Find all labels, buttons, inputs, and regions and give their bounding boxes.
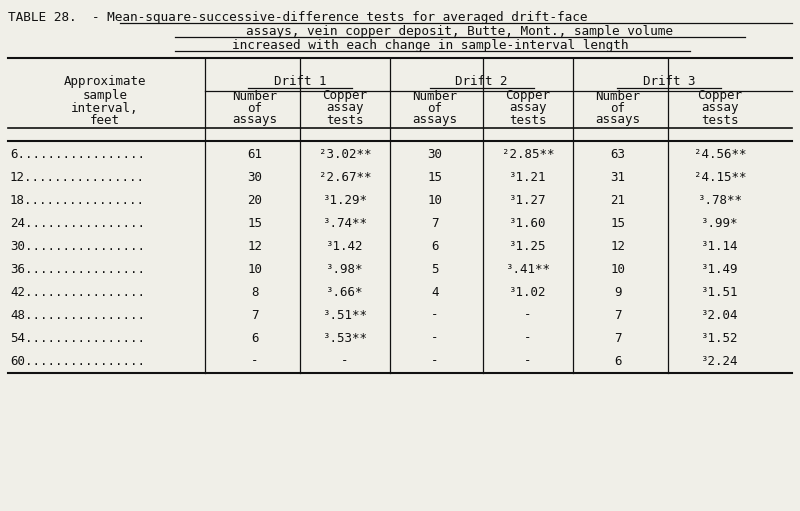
Text: 10: 10	[247, 263, 262, 275]
Text: interval,: interval,	[71, 102, 138, 114]
Text: Drift 2: Drift 2	[455, 75, 508, 87]
Text: 6: 6	[614, 355, 622, 367]
Text: 21: 21	[610, 194, 626, 206]
Text: 42................: 42................	[10, 286, 145, 298]
Text: assays, vein copper deposit, Butte, Mont., sample volume: assays, vein copper deposit, Butte, Mont…	[246, 25, 674, 37]
Text: ³.99*: ³.99*	[702, 217, 738, 229]
Text: ²2.85**: ²2.85**	[502, 148, 554, 160]
Text: 12: 12	[247, 240, 262, 252]
Text: assays: assays	[413, 113, 458, 127]
Text: Number: Number	[595, 89, 641, 103]
Text: ³1.49: ³1.49	[702, 263, 738, 275]
Text: sample: sample	[82, 89, 127, 103]
Text: 60................: 60................	[10, 355, 145, 367]
Text: ³1.60: ³1.60	[510, 217, 546, 229]
Text: assay: assay	[702, 102, 738, 114]
Text: ³1.29*: ³1.29*	[322, 194, 367, 206]
Text: Drift 1: Drift 1	[274, 75, 326, 87]
Text: 5: 5	[431, 263, 438, 275]
Text: 30................: 30................	[10, 240, 145, 252]
Text: ³.78**: ³.78**	[698, 194, 742, 206]
Text: of: of	[610, 102, 626, 114]
Text: ³1.21: ³1.21	[510, 171, 546, 183]
Text: 15: 15	[427, 171, 442, 183]
Text: tests: tests	[510, 113, 546, 127]
Text: Copper: Copper	[698, 89, 742, 103]
Text: 10: 10	[427, 194, 442, 206]
Text: Approximate: Approximate	[64, 75, 146, 87]
Text: 36................: 36................	[10, 263, 145, 275]
Text: of: of	[427, 102, 442, 114]
Text: 12................: 12................	[10, 171, 145, 183]
Text: 9: 9	[614, 286, 622, 298]
Text: -: -	[524, 332, 532, 344]
Text: -: -	[431, 355, 438, 367]
Text: ³1.51: ³1.51	[702, 286, 738, 298]
Text: 7: 7	[614, 332, 622, 344]
Text: Copper: Copper	[506, 89, 550, 103]
Text: ²2.67**: ²2.67**	[318, 171, 371, 183]
Text: assay: assay	[326, 102, 364, 114]
Text: -: -	[524, 355, 532, 367]
Text: 48................: 48................	[10, 309, 145, 321]
Text: increased with each change in sample-interval length: increased with each change in sample-int…	[232, 38, 628, 52]
Text: ³.53**: ³.53**	[322, 332, 367, 344]
Text: tests: tests	[702, 113, 738, 127]
Text: assays: assays	[595, 113, 641, 127]
Text: ²4.15**: ²4.15**	[694, 171, 746, 183]
Text: ³.74**: ³.74**	[322, 217, 367, 229]
Text: ³1.27: ³1.27	[510, 194, 546, 206]
Text: ³1.14: ³1.14	[702, 240, 738, 252]
Text: ³1.42: ³1.42	[326, 240, 364, 252]
Text: ³2.24: ³2.24	[702, 355, 738, 367]
Text: -: -	[524, 309, 532, 321]
Text: tests: tests	[326, 113, 364, 127]
Text: 30: 30	[247, 171, 262, 183]
Text: 7: 7	[251, 309, 258, 321]
Text: 6.................: 6.................	[10, 148, 145, 160]
Text: -: -	[251, 355, 258, 367]
Text: 61: 61	[247, 148, 262, 160]
Text: 31: 31	[610, 171, 626, 183]
Text: 10: 10	[610, 263, 626, 275]
Text: 15: 15	[610, 217, 626, 229]
Text: 4: 4	[431, 286, 438, 298]
Text: Drift 3: Drift 3	[642, 75, 695, 87]
Text: assays: assays	[233, 113, 278, 127]
Text: 8: 8	[251, 286, 258, 298]
Text: -: -	[342, 355, 349, 367]
Text: TABLE 28.  - Mean-square-successive-difference tests for averaged drift-face: TABLE 28. - Mean-square-successive-diffe…	[8, 11, 587, 24]
Text: 24................: 24................	[10, 217, 145, 229]
Text: ³1.02: ³1.02	[510, 286, 546, 298]
Text: ³.98*: ³.98*	[326, 263, 364, 275]
Text: ³1.25: ³1.25	[510, 240, 546, 252]
Text: Number: Number	[413, 89, 458, 103]
Text: -: -	[431, 309, 438, 321]
Text: ³.51**: ³.51**	[322, 309, 367, 321]
Text: 7: 7	[431, 217, 438, 229]
Text: 15: 15	[247, 217, 262, 229]
Text: 6: 6	[251, 332, 258, 344]
Text: 12: 12	[610, 240, 626, 252]
Text: ³2.04: ³2.04	[702, 309, 738, 321]
Text: 30: 30	[427, 148, 442, 160]
Text: 18................: 18................	[10, 194, 145, 206]
Text: ³1.52: ³1.52	[702, 332, 738, 344]
Text: 54................: 54................	[10, 332, 145, 344]
Text: feet: feet	[90, 113, 120, 127]
Text: 20: 20	[247, 194, 262, 206]
Text: ³.66*: ³.66*	[326, 286, 364, 298]
Text: ²4.56**: ²4.56**	[694, 148, 746, 160]
Text: assay: assay	[510, 102, 546, 114]
Text: Copper: Copper	[322, 89, 367, 103]
Text: 6: 6	[431, 240, 438, 252]
Text: ³.41**: ³.41**	[506, 263, 550, 275]
Text: 7: 7	[614, 309, 622, 321]
Text: -: -	[431, 332, 438, 344]
Text: of: of	[247, 102, 262, 114]
Text: 63: 63	[610, 148, 626, 160]
Text: Number: Number	[233, 89, 278, 103]
Text: ²3.02**: ²3.02**	[318, 148, 371, 160]
